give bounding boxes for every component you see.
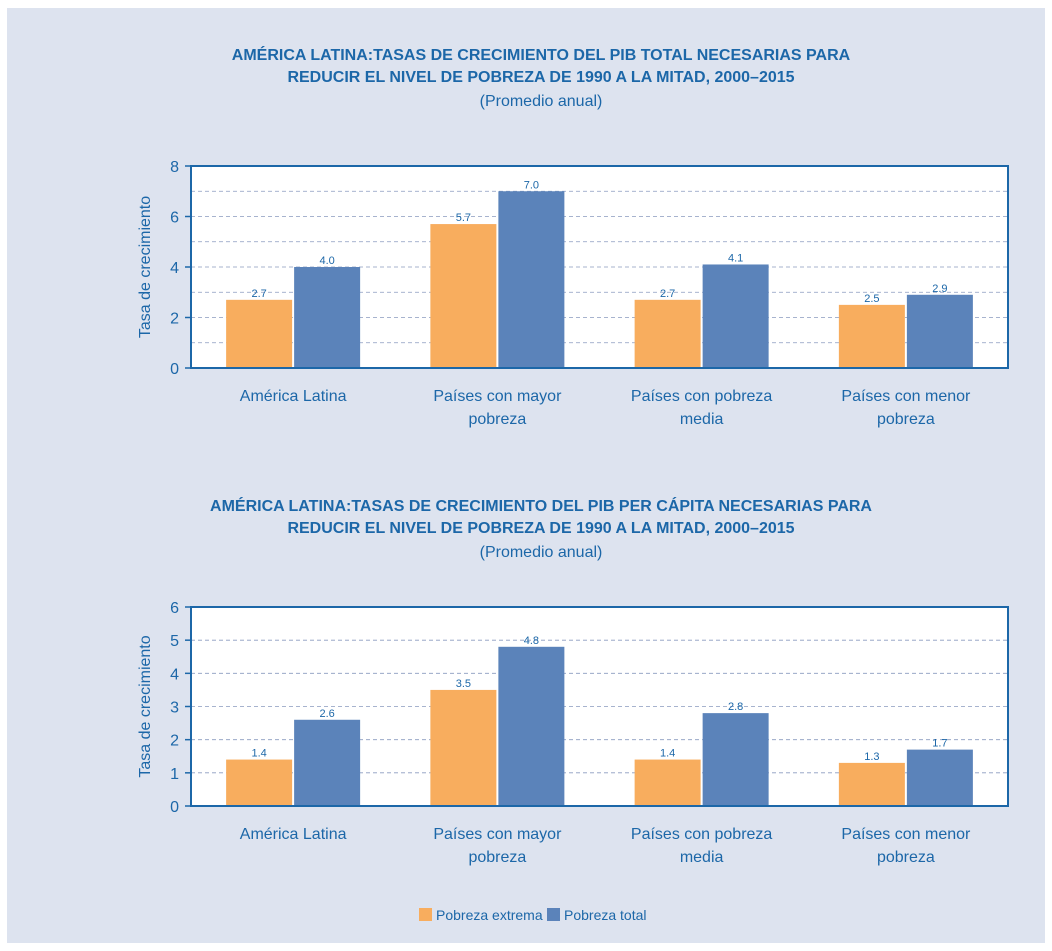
chart1-bar-pobreza-total — [498, 191, 565, 368]
chart2-category-label: Países con pobreza — [631, 826, 773, 843]
chart1-data-label: 5.7 — [456, 212, 471, 224]
chart1-bar-pobreza-extrema — [634, 299, 701, 368]
chart2-ytick-label: 0 — [170, 799, 179, 816]
chart2-bar-pobreza-total — [294, 719, 361, 806]
chart2-bar-pobreza-total — [702, 713, 769, 806]
chart2-ylabel: Tasa de crecimiento — [137, 635, 154, 777]
chart2-bar-pobreza-extrema — [226, 759, 293, 806]
chart2-data-label: 1.4 — [660, 748, 675, 760]
chart2-title-line1: AMÉRICA LATINA:TASAS DE CRECIMIENTO DEL … — [210, 496, 872, 515]
chart1-data-label: 2.5 — [864, 293, 879, 305]
chart2-category-label: Países con mayor — [433, 826, 562, 843]
chart1-ylabel: Tasa de crecimiento — [137, 196, 154, 338]
chart2-bar-pobreza-extrema — [634, 759, 701, 806]
chart2-ytick-label: 6 — [170, 600, 179, 617]
chart2-data-label: 3.5 — [456, 678, 471, 690]
chart1-data-label: 7.0 — [524, 179, 539, 191]
chart1-plot-border — [190, 165, 1009, 369]
chart2-data-label: 2.8 — [728, 701, 743, 713]
chart2-data-label: 2.6 — [319, 708, 334, 720]
chart1-data-label: 4.0 — [319, 255, 334, 267]
chart2-ytick-label: 4 — [170, 666, 179, 683]
chart1-ytick-label: 0 — [170, 361, 179, 378]
chart1-category-label: pobreza — [877, 411, 935, 428]
chart1-ytick-label: 6 — [170, 210, 179, 227]
chart1-data-label: 4.1 — [728, 252, 743, 264]
legend-swatch-pobreza-total — [547, 908, 560, 921]
chart1-ytick-label: 4 — [170, 260, 179, 277]
chart1-category-label: América Latina — [240, 388, 347, 405]
chart1-bar-pobreza-extrema — [838, 304, 905, 368]
chart2-data-label: 1.7 — [932, 738, 947, 750]
chart1-title-line1: AMÉRICA LATINA:TASAS DE CRECIMIENTO DEL … — [232, 45, 851, 64]
chart2-category-label: América Latina — [240, 826, 347, 843]
legend: Pobreza extrema Pobreza total — [419, 907, 647, 923]
chart1-data-label: 2.9 — [932, 283, 947, 295]
chart1-title-line2: REDUCIR EL NIVEL DE POBREZA DE 1990 A LA… — [287, 69, 794, 86]
chart1-subtitle: (Promedio anual) — [480, 93, 603, 110]
legend-label-pobreza-extrema: Pobreza extrema — [436, 907, 543, 923]
chart2-plot-border — [190, 606, 1009, 807]
chart1-bar-pobreza-total — [906, 294, 973, 368]
chart2-data-label: 4.8 — [524, 635, 539, 647]
chart2-category-label: pobreza — [877, 849, 935, 866]
chart1-category-label: Países con pobreza — [631, 388, 773, 405]
chart1-bar-pobreza-total — [294, 267, 361, 368]
chart1-ytick-label: 2 — [170, 311, 179, 328]
chart2-ytick-label: 5 — [170, 633, 179, 650]
chart2-ytick-label: 1 — [170, 766, 179, 783]
chart2-bar-pobreza-extrema — [838, 762, 905, 806]
chart1-category-label: Países con menor — [841, 388, 971, 405]
chart2-data-label: 1.3 — [864, 751, 879, 763]
chart2-bar-pobreza-extrema — [430, 689, 497, 806]
chart1-plot: 0 2 4 6 8 Tasa de crecimiento 2.7 4.0 América La… — [137, 159, 1009, 428]
chart1-ytick-label: 8 — [170, 159, 179, 176]
chart2-category-label: Países con menor — [841, 826, 971, 843]
chart2-title-line2: REDUCIR EL NIVEL DE POBREZA DE 1990 A LA… — [287, 520, 794, 537]
chart1-category-label: Países con mayor — [433, 388, 562, 405]
chart2-bar-pobreza-total — [906, 749, 973, 806]
chart2-ytick-label: 3 — [170, 700, 179, 717]
chart1-data-label: 2.7 — [251, 288, 266, 300]
chart2-subtitle: (Promedio anual) — [480, 544, 603, 561]
chart2-category-label: media — [680, 849, 724, 866]
legend-swatch-pobreza-extrema — [419, 908, 432, 921]
chart1-data-label: 2.7 — [660, 288, 675, 300]
chart2-data-label: 1.4 — [251, 748, 266, 760]
chart1-bar-pobreza-total — [702, 264, 769, 368]
chart1-bar-pobreza-extrema — [226, 299, 293, 368]
chart2-plot: 0 1 2 3 4 5 6 Tasa de crecimiento 1.4 2.6 América … — [137, 600, 1009, 866]
chart2-bar-pobreza-total — [498, 646, 565, 806]
legend-label-pobreza-total: Pobreza total — [564, 907, 647, 923]
chart1-bar-pobreza-extrema — [430, 224, 497, 368]
chart2-category-label: pobreza — [468, 849, 526, 866]
chart2-ytick-label: 2 — [170, 733, 179, 750]
chart1-category-label: media — [680, 411, 724, 428]
chart1-category-label: pobreza — [468, 411, 526, 428]
